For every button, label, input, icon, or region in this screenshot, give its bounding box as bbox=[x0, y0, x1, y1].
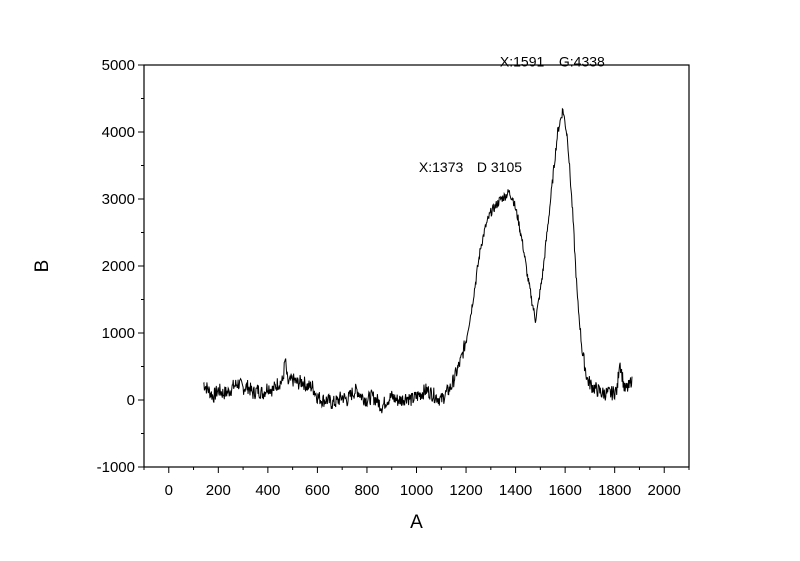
y-tick-label: 0 bbox=[127, 392, 135, 409]
peak-annotation: X:1591 bbox=[500, 53, 545, 69]
x-tick-label: 400 bbox=[255, 482, 280, 499]
x-tick-label: 1000 bbox=[400, 482, 433, 499]
x-tick-label: 800 bbox=[354, 482, 379, 499]
y-tick-label: 3000 bbox=[102, 191, 135, 208]
annotations: X:1373 D 3105 X:1591 G:4338 bbox=[419, 53, 605, 175]
x-tick-label: 2000 bbox=[648, 482, 681, 499]
x-axis-title: A bbox=[410, 512, 423, 533]
x-tick-label: 1200 bbox=[449, 482, 482, 499]
x-tick-label: 1800 bbox=[598, 482, 631, 499]
y-tick-label: 1000 bbox=[102, 325, 135, 342]
series-line bbox=[203, 107, 633, 414]
y-tick-label: -1000 bbox=[97, 459, 135, 476]
plot-frame bbox=[143, 64, 690, 468]
x-tick-label: 0 bbox=[165, 482, 173, 499]
x-tick-label: 200 bbox=[206, 482, 231, 499]
axis-ticks bbox=[138, 64, 690, 473]
y-tick-label: 2000 bbox=[102, 258, 135, 275]
x-tick-label: 1600 bbox=[548, 482, 581, 499]
peak-annotation: X:1373 bbox=[419, 159, 464, 175]
x-tick-label: 600 bbox=[305, 482, 330, 499]
y-axis-title: B bbox=[32, 260, 53, 273]
peak-annotation: D 3105 bbox=[477, 159, 522, 175]
y-tick-label: 4000 bbox=[102, 124, 135, 141]
peak-annotation: G:4338 bbox=[559, 53, 605, 69]
tick-labels: 0 200 400 600 800 1000 1200 1400 1600 1800 2000 -10… bbox=[97, 57, 681, 499]
x-tick-label: 1400 bbox=[499, 482, 532, 499]
y-tick-label: 5000 bbox=[102, 57, 135, 74]
